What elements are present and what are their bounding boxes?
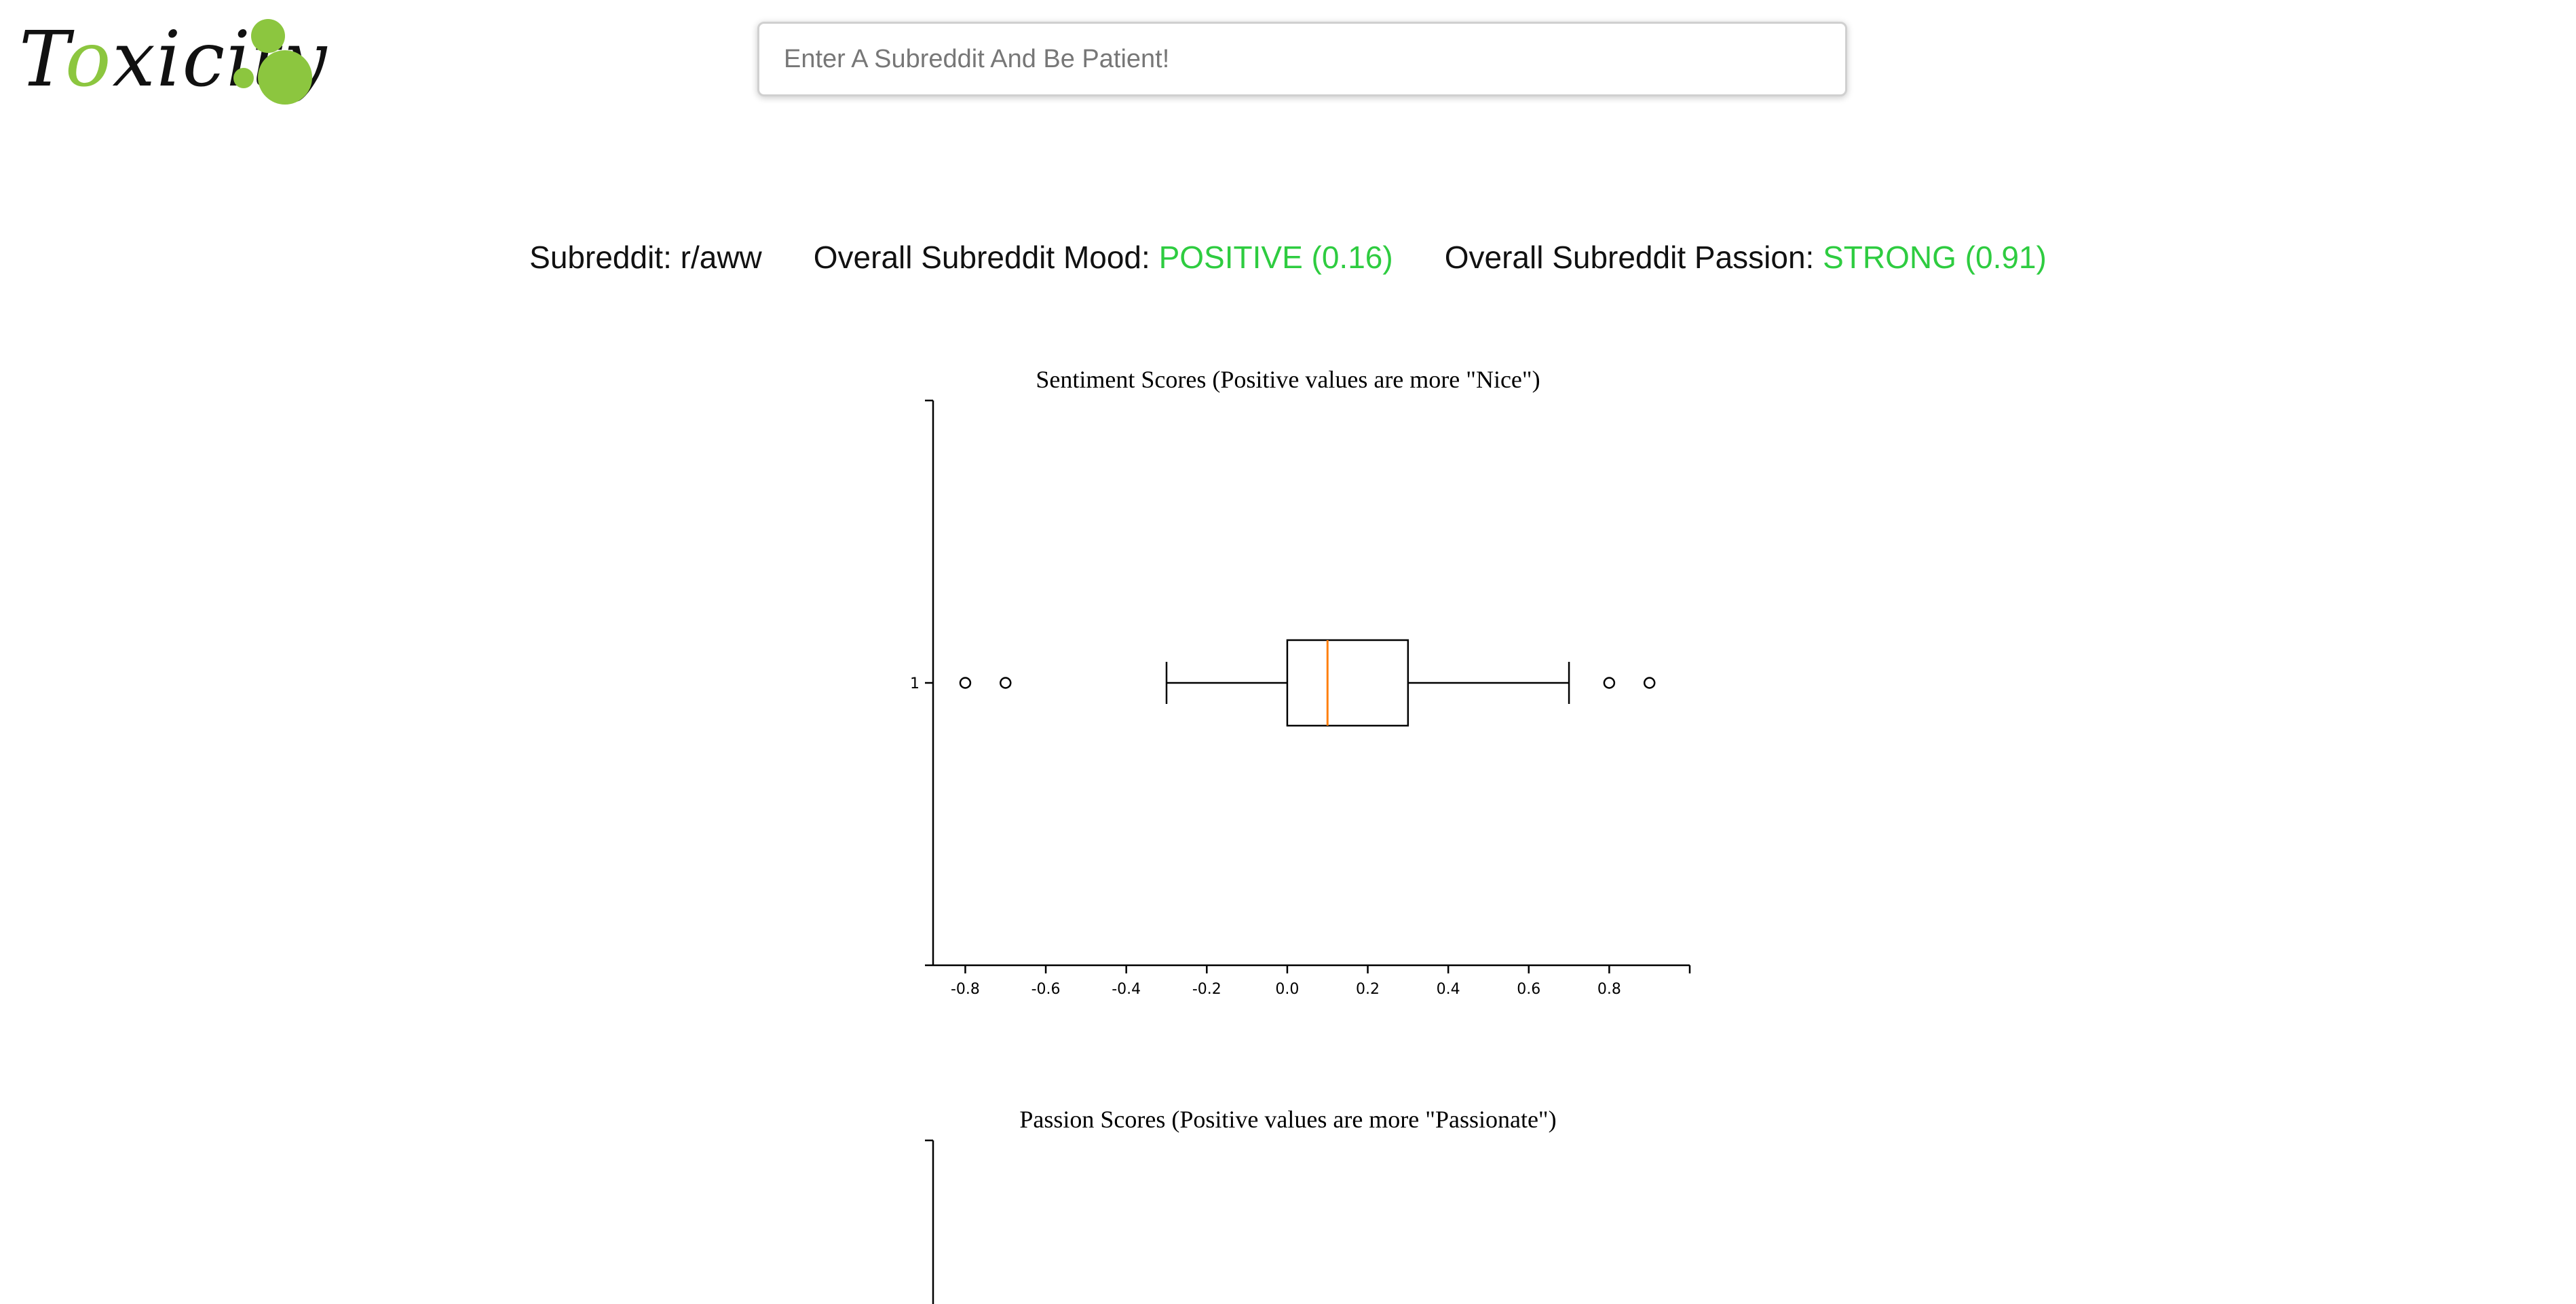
x-tick-label-7: 0.6 — [1517, 981, 1540, 998]
y-tick-label-1: 1 — [910, 675, 920, 692]
mood-label: Overall Subreddit Mood: — [813, 240, 1150, 275]
interquartile-box — [1286, 639, 1409, 727]
x-tick-label-5: 0.2 — [1356, 981, 1380, 998]
outlier-point-0 — [959, 677, 972, 689]
subreddit-summary: Subreddit: r/aww Overall Subreddit Mood:… — [0, 239, 2576, 276]
outlier-point-1 — [1000, 677, 1012, 689]
subreddit-search-input[interactable] — [759, 24, 1845, 94]
logo-medium-dot — [251, 19, 285, 53]
x-tick-label-1: -0.6 — [1031, 981, 1061, 998]
x-tick-label-8: 0.8 — [1597, 981, 1621, 998]
logo-large-dot — [258, 50, 312, 105]
toxicity-logo[interactable]: Toxicity — [19, 12, 326, 107]
logo-letter-o: o — [65, 16, 113, 104]
logo-small-dot — [233, 68, 254, 88]
x-tick-label-3: -0.2 — [1192, 981, 1221, 998]
passion-label: Overall Subreddit Passion: — [1444, 240, 1815, 275]
subreddit-value: r/aww — [680, 240, 762, 275]
x-tick-label-2: -0.4 — [1112, 981, 1141, 998]
passion-value: STRONG (0.91) — [1823, 240, 2047, 275]
x-tick-label-4: 0.0 — [1275, 981, 1299, 998]
mood-info: Overall Subreddit Mood: POSITIVE (0.16) — [814, 239, 1393, 276]
subreddit-label: Subreddit: — [529, 240, 672, 275]
search-box — [757, 22, 1847, 96]
x-tick-label-6: 0.4 — [1437, 981, 1460, 998]
sentiment-chart-title: Sentiment Scores (Positive values are mo… — [1036, 366, 1540, 393]
outlier-point-2 — [1603, 677, 1616, 689]
subreddit-info: Subreddit: r/aww — [529, 239, 762, 276]
outlier-point-3 — [1643, 677, 1656, 689]
logo-letter-t: T — [19, 16, 66, 104]
passion-info: Overall Subreddit Passion: STRONG (0.91) — [1445, 239, 2047, 276]
passion-chart-title: Passion Scores (Positive values are more… — [1019, 1106, 1557, 1133]
x-tick-label-0: -0.8 — [951, 981, 980, 998]
mood-value: POSITIVE (0.16) — [1158, 240, 1393, 275]
